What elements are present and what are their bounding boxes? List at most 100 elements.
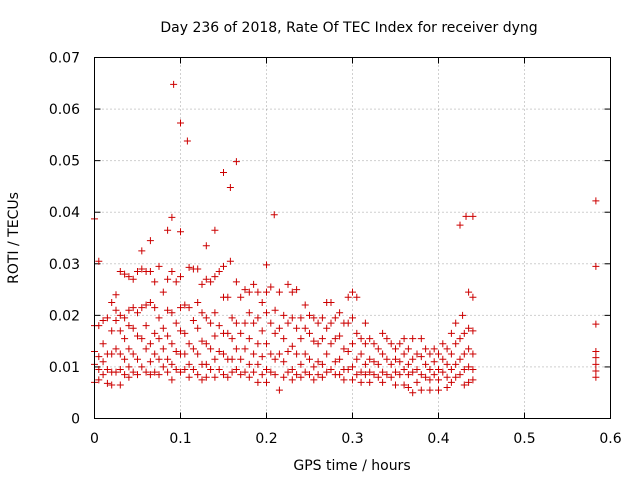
data-point — [293, 324, 301, 332]
data-point — [392, 381, 399, 389]
data-point — [357, 378, 365, 386]
data-point — [344, 347, 352, 355]
data-point — [387, 340, 395, 348]
data-point — [331, 358, 339, 366]
data-point — [430, 358, 438, 366]
data-point — [379, 368, 387, 376]
data-point — [400, 381, 408, 389]
data-point — [344, 293, 352, 301]
data-point — [460, 350, 468, 358]
data-point — [112, 317, 120, 325]
data-point — [142, 301, 150, 309]
data-point — [250, 319, 258, 327]
data-point — [215, 366, 223, 374]
data-point — [293, 350, 301, 358]
y-tick-label: 0.05 — [49, 154, 80, 170]
data-point — [379, 350, 387, 358]
data-point — [465, 288, 473, 296]
data-point — [327, 340, 335, 348]
data-point — [224, 373, 232, 381]
data-point — [310, 363, 318, 371]
data-point — [250, 350, 258, 358]
data-point — [353, 371, 361, 379]
data-point — [194, 265, 202, 273]
data-point — [151, 278, 159, 286]
data-point — [185, 304, 193, 312]
data-point — [443, 384, 451, 392]
x-tick-label: 0.5 — [513, 431, 535, 447]
data-point — [314, 358, 322, 366]
data-point — [452, 373, 460, 381]
x-tick-label: 0.3 — [341, 431, 363, 447]
data-point — [108, 298, 116, 306]
data-point — [366, 378, 374, 386]
data-point — [194, 324, 202, 332]
data-point — [275, 324, 283, 332]
x-tick-label: 0.4 — [427, 431, 449, 447]
data-point — [435, 386, 442, 394]
data-point — [275, 350, 283, 358]
data-point — [220, 350, 227, 358]
data-point — [237, 329, 245, 337]
data-point — [370, 371, 378, 379]
y-axis-title: ROTI / TECUs — [6, 192, 22, 284]
data-point — [460, 366, 468, 374]
data-point — [592, 373, 600, 381]
chart-title: Day 236 of 2018, Rate Of TEC Index for r… — [160, 20, 537, 36]
data-point — [284, 280, 292, 288]
x-axis-title: GPS time / hours — [293, 458, 410, 474]
data-point — [336, 355, 344, 363]
data-point — [310, 376, 318, 384]
grid-lines — [94, 57, 611, 419]
data-point — [293, 286, 301, 294]
data-point — [207, 278, 215, 286]
data-point — [460, 381, 468, 389]
data-point — [194, 298, 202, 306]
axis-ticks: 0 0.1 0.2 0.3 0.4 0.5 0.6 0 0.01 0.02 0.03 0.04 0.05… — [49, 51, 622, 448]
data-point — [357, 350, 365, 358]
data-point — [306, 355, 313, 363]
data-point — [306, 371, 313, 379]
data-point — [392, 355, 399, 363]
data-point — [155, 371, 163, 379]
data-point — [138, 304, 146, 312]
data-point — [121, 355, 129, 363]
data-point — [327, 298, 335, 306]
data-point — [417, 335, 425, 343]
data-point — [183, 137, 191, 145]
data-point — [116, 327, 124, 335]
data-point — [284, 347, 292, 355]
plot-frame — [94, 57, 611, 419]
data-point — [134, 332, 141, 340]
data-point — [447, 378, 455, 386]
data-point — [409, 335, 417, 343]
data-point — [271, 306, 279, 314]
y-tick-label: 0.02 — [49, 308, 80, 324]
data-point — [465, 363, 473, 371]
data-point — [280, 335, 288, 343]
data-point — [336, 332, 344, 340]
data-point — [254, 360, 262, 368]
data-point — [318, 373, 326, 381]
data-point — [409, 389, 417, 397]
data-point — [164, 306, 172, 314]
data-point — [189, 317, 197, 325]
data-point — [357, 335, 365, 343]
data-point — [138, 265, 146, 273]
data-point — [211, 332, 219, 340]
data-point — [172, 278, 180, 286]
data-point — [207, 319, 215, 327]
data-point — [241, 368, 249, 376]
data-point — [129, 324, 137, 332]
data-point — [172, 347, 180, 355]
data-point — [361, 340, 369, 348]
data-point — [271, 329, 279, 337]
data-point — [121, 371, 129, 379]
data-point — [125, 363, 133, 371]
data-point — [258, 371, 266, 379]
data-point — [379, 378, 387, 386]
data-point — [349, 314, 356, 322]
data-point — [443, 345, 451, 353]
data-point — [189, 366, 197, 374]
